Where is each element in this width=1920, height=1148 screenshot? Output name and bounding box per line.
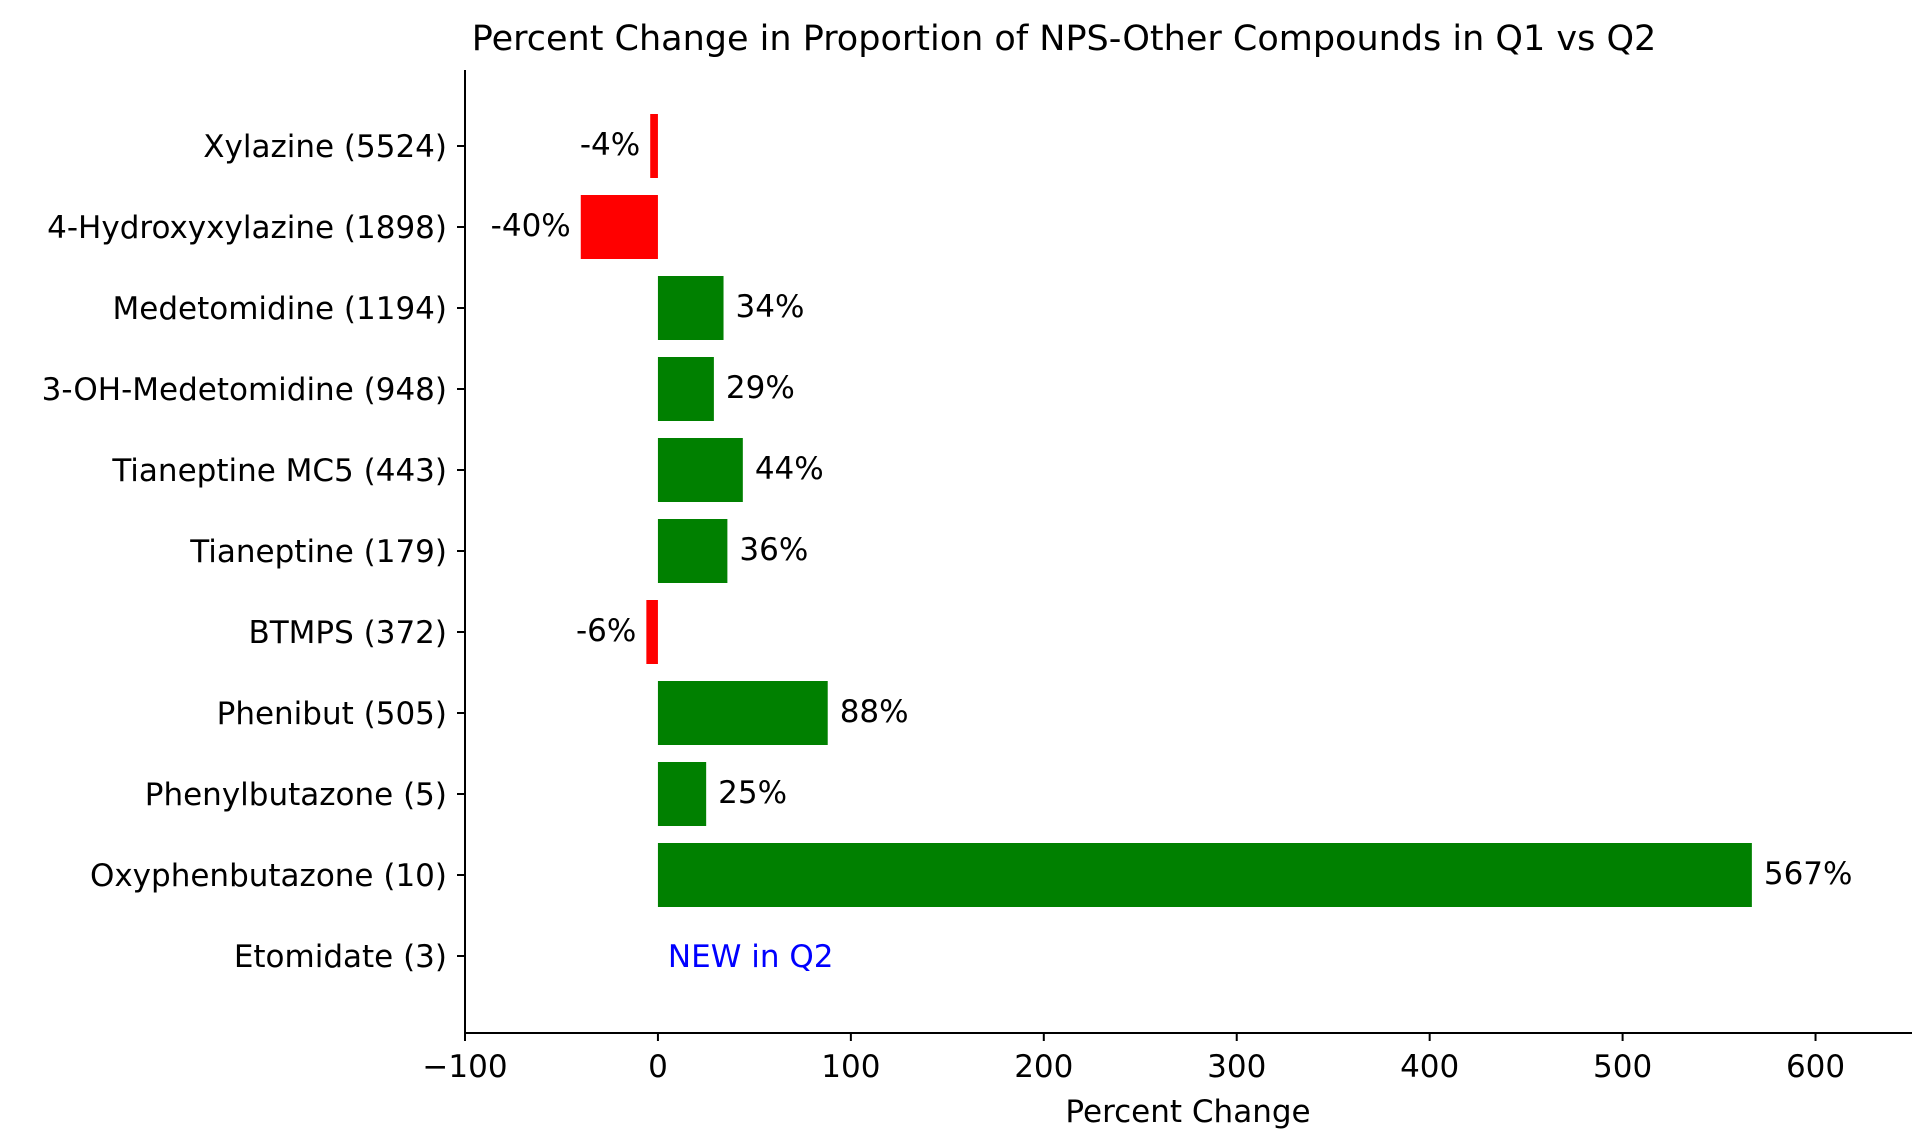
data-labels-group: -4% -40% 34% 29% 44% 36% -6% 88% 25% 567% NEW in Q… [491, 127, 1853, 975]
y-tick-label: Phenibut (505) [217, 696, 447, 732]
y-axis: Xylazine (5524) 4-Hydroxyxylazine (1898) M… [42, 70, 466, 1033]
bar-value-label: -4% [580, 127, 640, 163]
new-in-q2-label: NEW in Q2 [668, 939, 834, 975]
x-tick-label: 500 [1593, 1049, 1652, 1085]
x-tick-label: 200 [1014, 1049, 1073, 1085]
bar [650, 114, 658, 178]
y-tick-label: Phenylbutazone (5) [145, 777, 447, 813]
y-tick-label: Etomidate (3) [234, 939, 447, 975]
x-tick-label: 100 [821, 1049, 880, 1085]
y-tick-label: 3-OH-Medetomidine (948) [42, 372, 447, 408]
y-tick-label: 4-Hydroxyxylazine (1898) [47, 210, 447, 246]
bar-value-label: -40% [491, 208, 571, 244]
bar-value-label: 29% [726, 370, 795, 406]
bar [657, 438, 743, 502]
x-tick-label: 600 [1786, 1049, 1845, 1085]
y-tick-label: Tianeptine (179) [189, 534, 447, 570]
x-tick-label: 400 [1400, 1049, 1459, 1085]
y-tick-label: Oxyphenbutazone (10) [90, 858, 447, 894]
bar [657, 276, 724, 340]
chart-title: Percent Change in Proportion of NPS-Othe… [472, 19, 1657, 59]
bar [646, 600, 658, 664]
bar-value-label: 34% [736, 289, 805, 325]
bar-value-label: 567% [1764, 856, 1853, 892]
bar [580, 195, 658, 259]
x-tick-label: 0 [648, 1049, 668, 1085]
bar-value-label: 88% [840, 694, 909, 730]
bar-value-label: -6% [576, 613, 636, 649]
y-tick-label: Tianeptine MC5 (443) [111, 453, 447, 489]
bar [657, 843, 1752, 907]
bar [657, 762, 707, 826]
bar-value-label: 44% [755, 451, 824, 487]
x-axis: −100 0 100 200 300 400 500 600 [422, 1032, 1912, 1085]
x-tick-label: −100 [422, 1049, 507, 1085]
bar-value-label: 25% [718, 775, 787, 811]
y-tick-label: Xylazine (5524) [203, 129, 447, 165]
y-tick-label: Medetomidine (1194) [113, 291, 447, 327]
bar [657, 519, 728, 583]
bar-value-label: 36% [739, 532, 808, 568]
bars-group [580, 114, 1752, 907]
x-tick-label: 300 [1207, 1049, 1266, 1085]
y-tick-label: BTMPS (372) [248, 615, 447, 651]
bar [657, 357, 714, 421]
bar [657, 681, 828, 745]
x-axis-label: Percent Change [1065, 1094, 1310, 1130]
